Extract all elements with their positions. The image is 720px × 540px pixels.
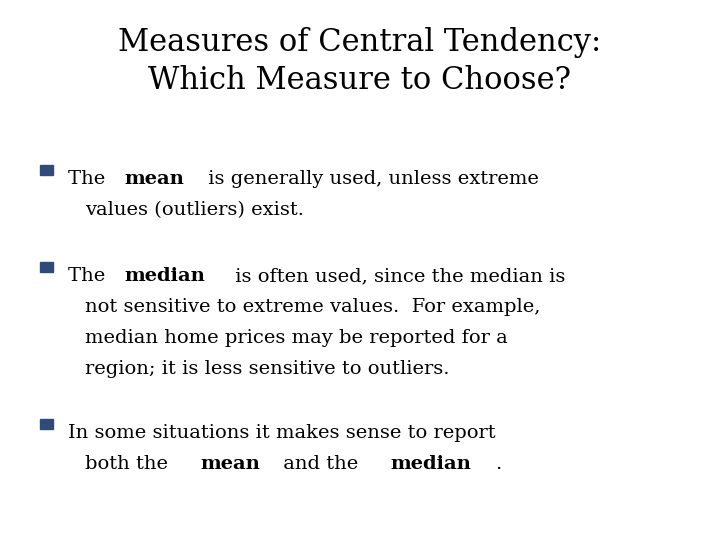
Text: is generally used, unless extreme: is generally used, unless extreme	[202, 170, 539, 188]
Text: is often used, since the median is: is often used, since the median is	[229, 267, 565, 285]
Text: The: The	[68, 170, 112, 188]
Bar	[40, 419, 53, 429]
Text: not sensitive to extreme values.  For example,: not sensitive to extreme values. For exa…	[85, 298, 540, 316]
Text: .: .	[495, 455, 501, 472]
Text: median home prices may be reported for a: median home prices may be reported for a	[85, 329, 508, 347]
Bar	[40, 262, 53, 272]
Text: mean: mean	[200, 455, 260, 472]
Bar	[40, 165, 53, 175]
Text: and the: and the	[277, 455, 365, 472]
Text: Measures of Central Tendency:
Which Measure to Choose?: Measures of Central Tendency: Which Meas…	[118, 27, 602, 96]
Text: values (outliers) exist.: values (outliers) exist.	[85, 201, 304, 219]
Text: mean: mean	[125, 170, 184, 188]
Text: In some situations it makes sense to report: In some situations it makes sense to rep…	[68, 424, 496, 442]
Text: both the: both the	[85, 455, 174, 472]
Text: median: median	[390, 455, 471, 472]
Text: region; it is less sensitive to outliers.: region; it is less sensitive to outliers…	[85, 360, 449, 377]
Text: median: median	[125, 267, 205, 285]
Text: The: The	[68, 267, 112, 285]
